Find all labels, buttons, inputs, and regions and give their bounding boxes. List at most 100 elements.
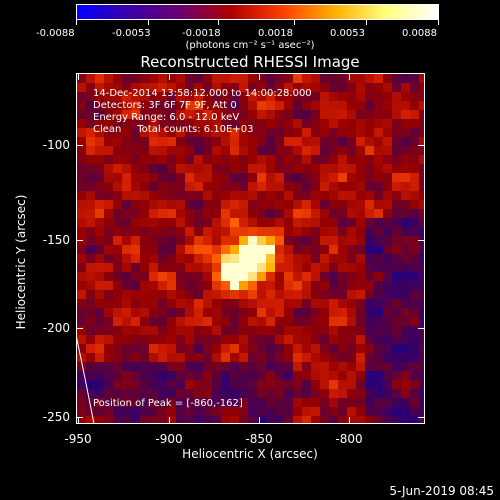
heatmap-cell: [311, 200, 320, 209]
heatmap-cell: [230, 263, 239, 272]
heatmap-cell: [302, 380, 311, 389]
heatmap-cell: [275, 173, 284, 182]
heatmap-cell: [257, 137, 266, 146]
heatmap-cell: [185, 155, 194, 164]
heatmap-cell: [356, 335, 365, 344]
heatmap-cell: [185, 245, 194, 254]
heatmap-cell: [383, 164, 392, 173]
heatmap-cell: [338, 146, 347, 155]
heatmap-cell: [158, 128, 167, 137]
heatmap-cell: [194, 209, 203, 218]
heatmap-cell: [77, 155, 86, 164]
heatmap-cell: [320, 353, 329, 362]
heatmap-cell: [104, 416, 113, 423]
heatmap-cell: [194, 74, 203, 83]
heatmap-cell: [158, 371, 167, 380]
heatmap-cell: [311, 155, 320, 164]
heatmap-cell: [86, 362, 95, 371]
heatmap-cell: [77, 110, 86, 119]
heatmap-cell: [347, 74, 356, 83]
heatmap-cell: [113, 191, 122, 200]
heatmap-cell: [185, 236, 194, 245]
heatmap-cell: [293, 290, 302, 299]
heatmap-cell: [203, 164, 212, 173]
heatmap-cell: [383, 362, 392, 371]
heatmap-cell: [239, 182, 248, 191]
heatmap-cell: [356, 344, 365, 353]
heatmap-cell: [158, 83, 167, 92]
heatmap-cell: [131, 83, 140, 92]
heatmap-cell: [212, 416, 221, 423]
heatmap-cell: [158, 74, 167, 83]
heatmap-cell: [284, 362, 293, 371]
heatmap-cell: [401, 191, 410, 200]
heatmap-cell: [176, 227, 185, 236]
heatmap-cell: [221, 83, 230, 92]
heatmap-cell: [122, 218, 131, 227]
heatmap-cell: [392, 281, 401, 290]
heatmap-cell: [77, 182, 86, 191]
colorbar-tick-label: 0.0053: [330, 28, 365, 39]
heatmap-cell: [239, 227, 248, 236]
heatmap-cell: [194, 164, 203, 173]
heatmap-cell: [419, 209, 424, 218]
heatmap-cell: [149, 137, 158, 146]
heatmap-cell: [257, 398, 266, 407]
colorbar-tick: [294, 20, 295, 25]
heatmap-cell: [131, 155, 140, 164]
heatmap-cell: [104, 218, 113, 227]
heatmap-cell: [194, 101, 203, 110]
heatmap-cell: [149, 371, 158, 380]
heatmap-cell: [365, 407, 374, 416]
heatmap-cell: [158, 101, 167, 110]
heatmap-cell: [221, 263, 230, 272]
heatmap-cell: [221, 371, 230, 380]
heatmap-cell: [419, 146, 424, 155]
heatmap-cell: [185, 101, 194, 110]
heatmap-cell: [302, 128, 311, 137]
heatmap-cell: [356, 290, 365, 299]
heatmap-cell: [167, 362, 176, 371]
heatmap-cell: [275, 371, 284, 380]
heatmap-cell: [113, 290, 122, 299]
heatmap-cell: [113, 398, 122, 407]
heatmap-cell: [293, 173, 302, 182]
heatmap-cell: [275, 335, 284, 344]
heatmap-cell: [338, 200, 347, 209]
heatmap-cell: [257, 245, 266, 254]
heatmap-cell: [311, 182, 320, 191]
heatmap-cell: [212, 83, 221, 92]
heatmap-cell: [392, 389, 401, 398]
heatmap-cell: [275, 245, 284, 254]
heatmap-cell: [104, 200, 113, 209]
heatmap-cell: [356, 173, 365, 182]
heatmap-cell: [302, 308, 311, 317]
heatmap-cell: [248, 281, 257, 290]
heatmap-cell: [167, 155, 176, 164]
heatmap-cell: [275, 299, 284, 308]
heatmap-cell: [365, 272, 374, 281]
heatmap-cell: [239, 272, 248, 281]
heatmap-cell: [302, 254, 311, 263]
heatmap-cell: [176, 119, 185, 128]
heatmap-cell: [302, 74, 311, 83]
heatmap-cell: [383, 209, 392, 218]
heatmap-cell: [365, 389, 374, 398]
heatmap-cell: [356, 263, 365, 272]
heatmap-cell: [392, 353, 401, 362]
heatmap-cell: [131, 416, 140, 423]
heatmap-cell: [293, 191, 302, 200]
heatmap-cell: [167, 191, 176, 200]
heatmap-cell: [329, 92, 338, 101]
heatmap-cell: [347, 101, 356, 110]
heatmap-cell: [383, 245, 392, 254]
heatmap-cell: [311, 227, 320, 236]
heatmap-cell: [158, 380, 167, 389]
heatmap-cell: [122, 272, 131, 281]
heatmap-cell: [383, 416, 392, 423]
heatmap-cell: [203, 137, 212, 146]
heatmap-cell: [311, 83, 320, 92]
heatmap-cell: [275, 110, 284, 119]
heatmap-cell: [149, 389, 158, 398]
heatmap-cell: [257, 407, 266, 416]
